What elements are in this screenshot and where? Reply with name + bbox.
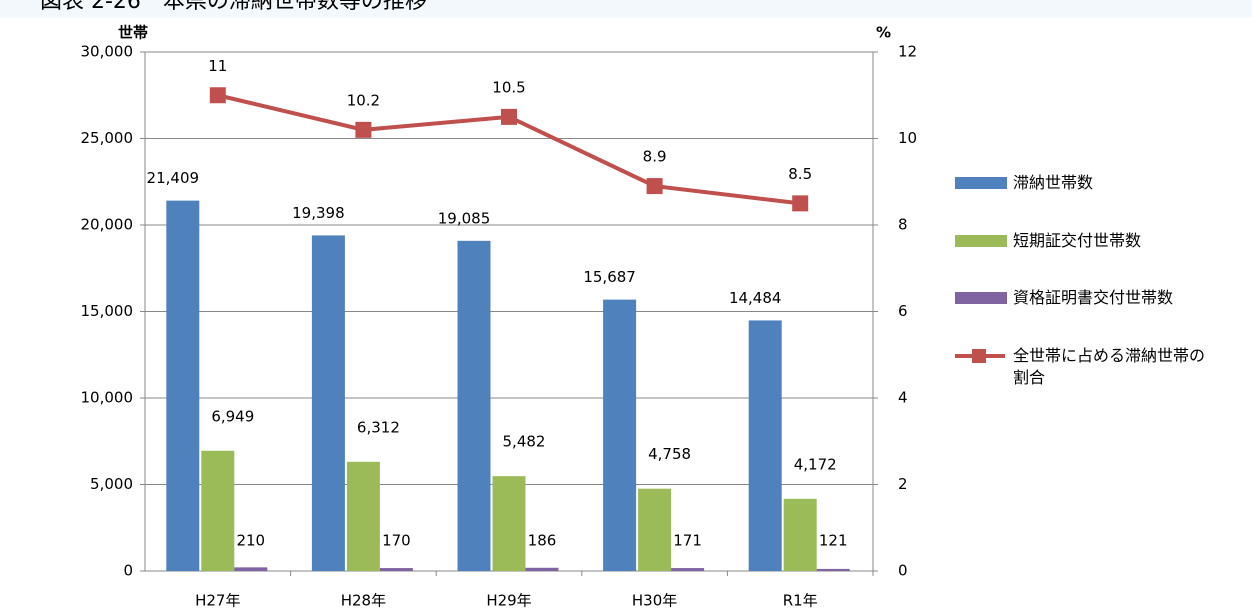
line-marker bbox=[646, 178, 663, 195]
data-label: 170 bbox=[382, 532, 411, 550]
y-tick-label: 15,000 bbox=[81, 302, 134, 320]
data-label: 6,949 bbox=[211, 407, 254, 425]
y2-tick-label: 0 bbox=[898, 562, 908, 580]
y2-axis-title: % bbox=[876, 24, 891, 42]
chart-title: 図表 2-26 本県の滞納世帯数等の推移 bbox=[40, 0, 427, 14]
data-label: 11 bbox=[208, 57, 227, 75]
y2-tick-label: 2 bbox=[898, 475, 908, 493]
data-label: 171 bbox=[673, 532, 702, 550]
legend-label: 短期証交付世帯数 bbox=[1013, 231, 1142, 250]
line-marker bbox=[792, 195, 809, 212]
x-tick-label: H29年 bbox=[486, 592, 531, 610]
data-label: 21,409 bbox=[147, 169, 200, 187]
line-marker bbox=[209, 87, 226, 104]
legend-swatch bbox=[955, 177, 1007, 189]
y-tick-label: 25,000 bbox=[81, 129, 134, 147]
line-marker bbox=[501, 108, 517, 125]
data-label: 6,312 bbox=[357, 418, 400, 436]
data-label: 210 bbox=[236, 532, 265, 550]
y2-tick-label: 10 bbox=[898, 129, 917, 147]
y2-tick-label: 8 bbox=[898, 216, 908, 234]
bar bbox=[201, 450, 235, 571]
data-label: 5,482 bbox=[503, 433, 546, 451]
data-label: 121 bbox=[819, 532, 848, 550]
legend-label: 全世帯に占める滞納世帯の割合 bbox=[1013, 346, 1206, 387]
data-label: 14,484 bbox=[729, 289, 782, 307]
bar bbox=[166, 200, 200, 571]
y-tick-label: 10,000 bbox=[81, 389, 134, 407]
y-tick-label: 20,000 bbox=[81, 216, 134, 234]
bar bbox=[457, 240, 491, 571]
data-label: 10.5 bbox=[492, 78, 525, 96]
legend-marker bbox=[972, 349, 986, 363]
data-label: 4,758 bbox=[648, 445, 691, 463]
legend-swatch bbox=[955, 292, 1007, 304]
legend-label: 滞納世帯数 bbox=[1013, 173, 1094, 192]
data-label: 186 bbox=[528, 532, 557, 550]
bar bbox=[748, 320, 782, 571]
data-label: 4,172 bbox=[794, 455, 837, 473]
x-tick-label: H30年 bbox=[632, 592, 677, 610]
y-axis-title: 世帯 bbox=[118, 24, 148, 42]
x-tick-label: H28年 bbox=[341, 592, 386, 610]
bar bbox=[638, 488, 672, 571]
x-tick-label: H27年 bbox=[195, 592, 240, 610]
data-label: 19,085 bbox=[438, 209, 491, 227]
y2-tick-label: 4 bbox=[898, 389, 908, 407]
data-label: 15,687 bbox=[583, 268, 636, 286]
line-marker bbox=[355, 121, 372, 138]
y-tick-label: 30,000 bbox=[81, 43, 134, 61]
bar bbox=[311, 235, 345, 571]
bar bbox=[816, 568, 850, 571]
legend-swatch bbox=[955, 235, 1007, 247]
data-label: 19,398 bbox=[292, 204, 345, 222]
bar bbox=[671, 568, 705, 571]
bar bbox=[379, 568, 413, 571]
bar bbox=[783, 498, 817, 571]
bar bbox=[234, 567, 268, 571]
data-label: 10.2 bbox=[347, 91, 380, 109]
bar bbox=[492, 476, 526, 571]
y-tick-label: 0 bbox=[123, 562, 133, 580]
y-tick-label: 5,000 bbox=[90, 475, 133, 493]
y2-tick-label: 12 bbox=[898, 43, 917, 61]
bar bbox=[346, 461, 380, 571]
x-tick-label: R1年 bbox=[783, 592, 818, 610]
bar bbox=[603, 299, 637, 571]
legend-label: 資格証明書交付世帯数 bbox=[1013, 288, 1174, 307]
bar bbox=[525, 567, 559, 571]
data-label: 8.9 bbox=[643, 148, 667, 166]
data-label: 8.5 bbox=[788, 165, 812, 183]
y2-tick-label: 6 bbox=[898, 302, 908, 320]
